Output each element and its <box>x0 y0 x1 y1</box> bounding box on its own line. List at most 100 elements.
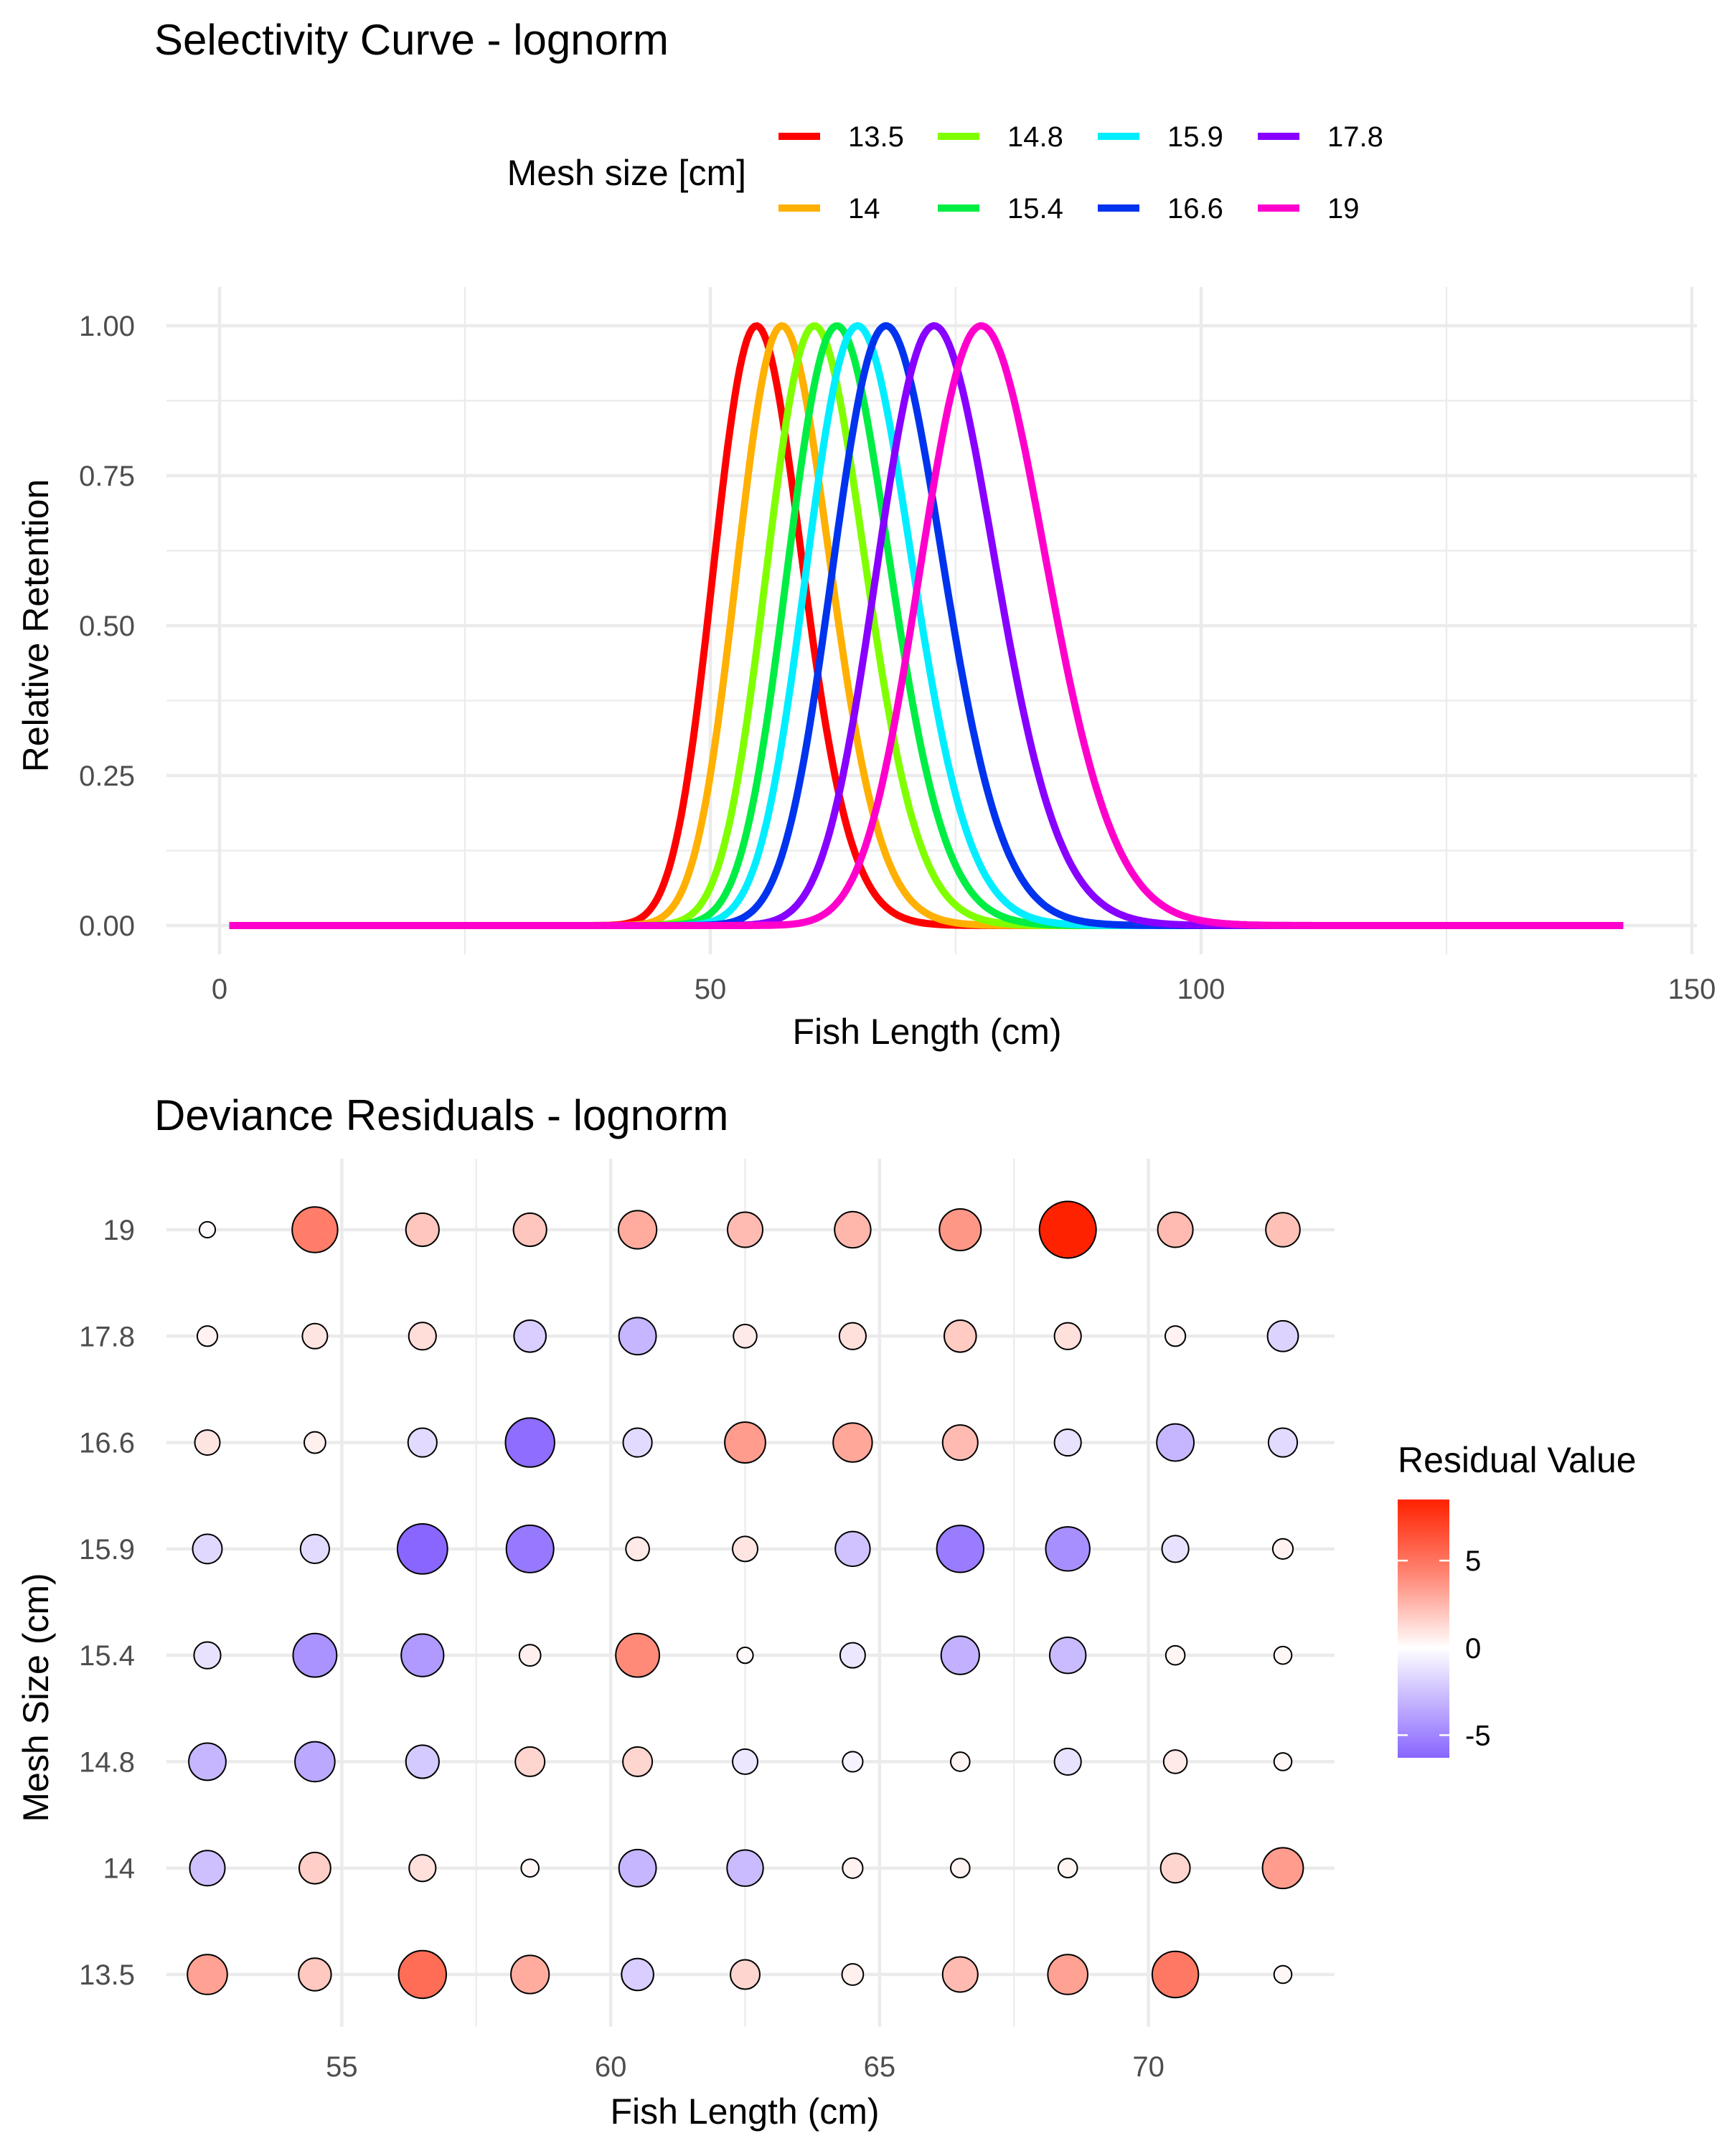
x-tick-label: 150 <box>1668 974 1716 1005</box>
residual-point <box>1273 1752 1293 1771</box>
residual-point <box>198 1220 217 1239</box>
residual-point <box>1151 1950 1200 1999</box>
residual-point <box>834 1530 871 1568</box>
residual-point <box>841 1963 865 1986</box>
residual-point <box>513 1319 547 1353</box>
residual-point <box>407 1427 438 1458</box>
residual-point <box>520 1858 540 1878</box>
residual-point <box>1266 1319 1299 1352</box>
mesh-legend: 13.5 14 14.8 15.4 15.9 16.6 17.8 19 <box>778 121 1383 225</box>
residuals-y-label: Mesh Size (cm) <box>16 1573 56 1822</box>
residual-point <box>196 1325 219 1347</box>
legend-label-15.4: 15.4 <box>1007 193 1063 225</box>
residual-point <box>615 1632 660 1678</box>
residual-points <box>187 1200 1304 2000</box>
legend-label-14: 14 <box>848 193 880 225</box>
residual-point <box>618 1210 658 1250</box>
residual-point <box>408 1854 437 1883</box>
y-tick-label: 1.00 <box>79 311 135 342</box>
residual-point <box>192 1533 223 1565</box>
residual-point <box>298 1851 331 1885</box>
residual-point <box>396 1522 448 1575</box>
colorbar-tick-label: -5 <box>1465 1720 1491 1751</box>
residual-point <box>397 1949 447 2000</box>
y-tick-label: 15.9 <box>79 1534 135 1566</box>
residual-point <box>1271 1538 1294 1560</box>
residuals-chart: Deviance Residuals - lognorm 55 60 65 70 13… <box>16 1091 1637 2132</box>
x-tick-label: 0 <box>212 974 227 1005</box>
residual-point <box>726 1849 764 1887</box>
residual-point <box>1267 1427 1299 1458</box>
residual-point <box>842 1751 864 1773</box>
residual-point <box>1038 1200 1097 1259</box>
y-tick-label: 16.6 <box>79 1428 135 1459</box>
residual-point <box>622 1746 654 1777</box>
residual-point <box>193 1641 222 1670</box>
residual-point <box>1165 1644 1186 1666</box>
selectivity-grid <box>166 287 1697 954</box>
x-tick-label: 65 <box>864 2051 896 2083</box>
residual-point <box>294 1741 336 1783</box>
residual-colorbar-gradient <box>1398 1500 1449 1758</box>
mesh-legend-title: Mesh size [cm] <box>507 153 746 193</box>
residual-point <box>950 1858 971 1879</box>
residual-point <box>510 1954 550 1995</box>
residual-point <box>1157 1211 1194 1248</box>
residual-point <box>400 1633 445 1677</box>
colorbar-tick-label: 5 <box>1465 1545 1481 1577</box>
residual-point <box>188 1742 227 1781</box>
residual-point <box>189 1850 226 1887</box>
residual-point <box>736 1647 754 1665</box>
residual-point <box>518 1644 542 1667</box>
residual-point <box>408 1322 437 1351</box>
legend-label-13.5: 13.5 <box>848 121 904 153</box>
selectivity-y-ticks: 0.00 0.25 0.50 0.75 1.00 <box>79 311 135 942</box>
selectivity-curve-19 <box>228 322 1624 929</box>
residual-point <box>405 1744 440 1779</box>
residual-point <box>938 1208 982 1251</box>
residual-point <box>940 1635 980 1675</box>
selectivity-lines <box>228 322 1624 929</box>
residual-point <box>730 1959 761 1990</box>
residual-point <box>842 1857 864 1879</box>
residual-colorbar: 5 0 -5 <box>1398 1500 1491 1758</box>
residual-point <box>1047 1954 1088 1995</box>
residual-point <box>732 1748 758 1775</box>
selectivity-x-ticks: 0 50 100 150 <box>212 974 1716 1005</box>
y-tick-label: 0.00 <box>79 910 135 942</box>
residual-point <box>1162 1749 1188 1774</box>
residual-point <box>1265 1212 1301 1248</box>
residual-point <box>405 1212 440 1248</box>
residual-point <box>1053 1322 1082 1350</box>
residual-point <box>1159 1853 1191 1884</box>
residual-point <box>936 1525 985 1573</box>
y-tick-label: 19 <box>103 1215 136 1246</box>
legend-label-15.9: 15.9 <box>1167 121 1223 153</box>
residual-point <box>1273 1964 1293 1985</box>
residual-point <box>298 1957 332 1992</box>
residual-point <box>1045 1526 1091 1572</box>
residual-legend-title: Residual Value <box>1398 1440 1637 1480</box>
residual-point <box>944 1319 977 1353</box>
residuals-x-ticks: 55 60 65 70 <box>326 2051 1165 2083</box>
y-tick-label: 13.5 <box>79 1959 135 1991</box>
y-tick-label: 14 <box>103 1853 136 1885</box>
selectivity-x-label: Fish Length (cm) <box>792 1012 1061 1052</box>
residual-point <box>832 1422 873 1463</box>
residual-point <box>838 1322 867 1350</box>
residual-point <box>505 1524 555 1573</box>
residual-point <box>1057 1858 1078 1879</box>
residuals-grid <box>166 1159 1335 2027</box>
residual-point <box>1273 1645 1293 1665</box>
residual-point <box>514 1746 546 1777</box>
residual-point <box>724 1421 766 1464</box>
selectivity-chart: Selectivity Curve - lognorm Mesh size [c… <box>16 16 1716 1052</box>
residual-point <box>618 1317 657 1356</box>
colorbar-tick-label: 0 <box>1465 1633 1481 1665</box>
y-tick-label: 14.8 <box>79 1746 135 1778</box>
residual-point <box>622 1427 653 1458</box>
residuals-chart-title: Deviance Residuals - lognorm <box>154 1091 728 1139</box>
x-tick-label: 100 <box>1177 974 1225 1005</box>
residual-point <box>834 1210 872 1249</box>
